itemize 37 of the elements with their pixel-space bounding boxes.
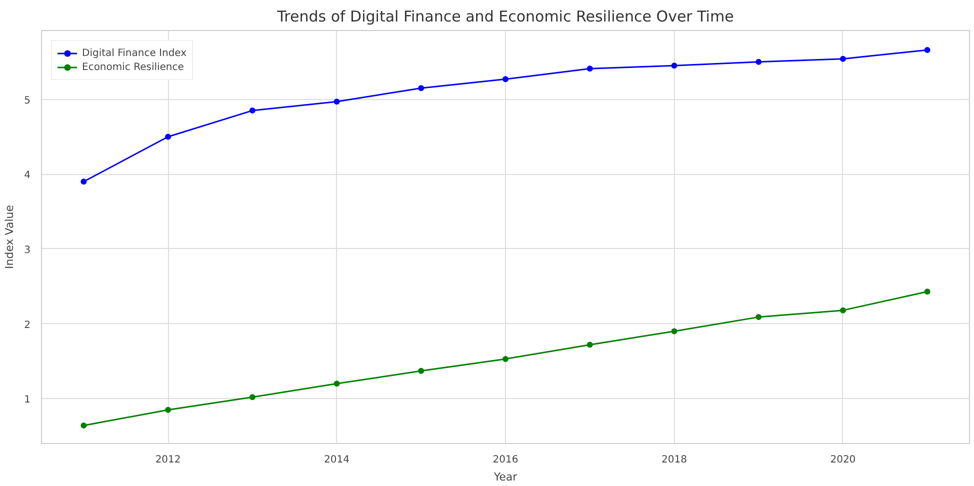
point [671,328,678,334]
point [418,368,424,374]
point [502,356,508,362]
point [924,288,930,295]
point [165,406,172,413]
point [756,314,762,320]
point [586,66,593,72]
y-tick-label: 4 [24,170,31,182]
point [249,108,256,114]
y-axis-title: Index Value [3,204,16,269]
y-tick-label: 2 [24,320,31,331]
point [418,85,424,92]
y-tick-label: 1 [24,394,31,406]
chart-title: Trends of Digital Finance and Economic Resilience Over Time [276,8,734,26]
y-tick-label: 3 [24,244,31,256]
point [80,178,87,185]
legend-label: Economic Resilience [82,60,184,74]
point [334,98,340,105]
point [756,58,762,65]
point [80,422,87,429]
y-tick-label: 5 [24,95,31,106]
point [924,46,930,53]
point [334,380,340,387]
x-axis-title: Year [492,470,518,484]
x-tick-label: 2016 [492,454,518,466]
point [840,307,846,314]
legend-label: Digital Finance Index [82,46,187,60]
point [586,342,593,348]
point [840,56,846,62]
point [249,394,256,400]
point [165,134,172,140]
point [671,62,678,69]
x-tick-label: 2018 [662,454,687,466]
point [502,76,508,82]
x-tick-label: 2020 [830,454,856,466]
x-tick-label: 2012 [155,454,181,466]
x-tick-label: 2014 [324,454,350,466]
